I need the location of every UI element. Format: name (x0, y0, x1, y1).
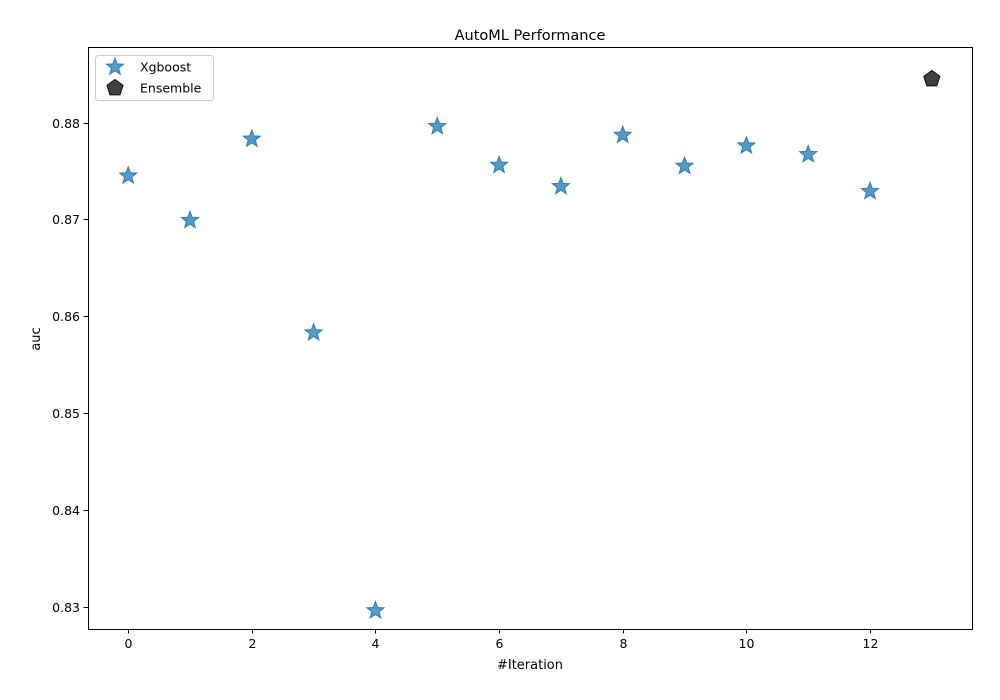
y-axis-label: auc (29, 327, 44, 350)
xgboost-point (860, 180, 880, 200)
xgboost-point (551, 176, 571, 195)
legend-marker-xgboost (105, 56, 125, 76)
legend-label-xgboost: Xgboost (140, 60, 191, 75)
x-tick-label: 2 (249, 636, 257, 651)
y-tick-label: 0.83 (52, 600, 80, 615)
x-tick-label: 12 (863, 636, 879, 651)
x-axis-label: #Iteration (497, 658, 563, 673)
y-tick-label: 0.87 (52, 212, 80, 227)
xgboost-point (736, 135, 757, 155)
legend: Xgboost Ensemble (95, 55, 214, 101)
legend-label-ensemble: Ensemble (140, 81, 202, 96)
x-tick-label: 10 (739, 636, 755, 651)
x-tick-label: 4 (372, 636, 380, 651)
xgboost-point (612, 124, 633, 144)
xgboost-point (365, 600, 386, 620)
ensemble-point (923, 69, 941, 87)
x-axis: 0 2 4 6 8 10 12 (125, 629, 879, 651)
y-tick-label: 0.84 (52, 503, 80, 518)
x-tick-label: 6 (496, 636, 504, 651)
y-tick-label: 0.86 (52, 309, 80, 324)
axes-frame (88, 47, 973, 630)
xgboost-point (674, 155, 695, 175)
legend-box (95, 55, 214, 101)
x-tick-label: 0 (125, 636, 133, 651)
xgboost-point (241, 128, 262, 148)
xgboost-point (118, 165, 139, 185)
y-tick-label: 0.85 (52, 406, 80, 421)
y-axis: 0.83 0.84 0.85 0.86 0.87 0.88 (52, 116, 88, 615)
xgboost-point (303, 322, 324, 342)
x-tick-label: 8 (620, 636, 628, 651)
chart-title: AutoML Performance (455, 28, 606, 44)
plot-area (118, 69, 941, 620)
y-tick-label: 0.88 (52, 116, 80, 131)
xgboost-point (798, 144, 819, 163)
legend-marker-ensemble (106, 78, 124, 96)
xgboost-point (427, 115, 448, 135)
xgboost-point (180, 209, 200, 229)
xgboost-point (489, 154, 509, 174)
